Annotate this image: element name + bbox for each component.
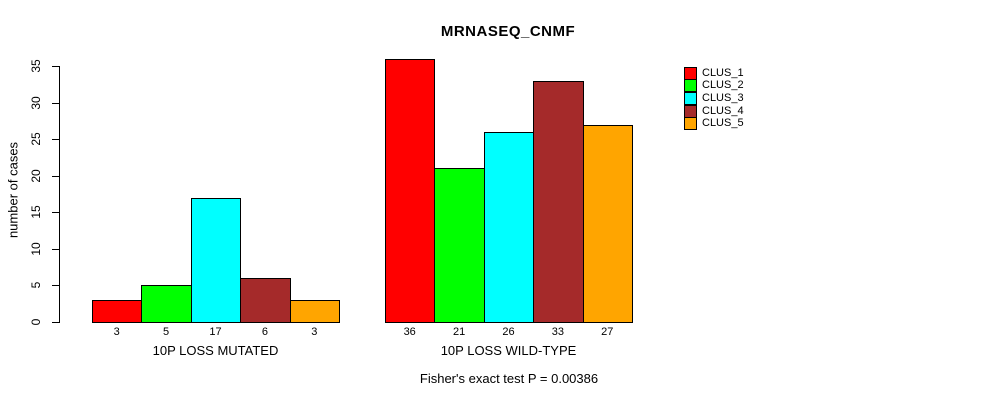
y-axis-tick-label: 25 — [29, 132, 43, 146]
fisher-test-caption: Fisher's exact test P = 0.00386 — [419, 371, 599, 386]
y-axis-tick — [52, 102, 59, 104]
y-axis-tick-label: 20 — [29, 169, 43, 183]
bar-value-label: 3 — [113, 326, 120, 338]
y-axis-tick — [52, 248, 59, 250]
legend-swatch-clus-5 — [684, 117, 697, 131]
y-axis-label: number of cases — [5, 141, 21, 239]
legend-item: CLUS_1 — [684, 66, 744, 80]
y-axis-tick-label: 5 — [29, 282, 43, 289]
y-axis-tick-label: 10 — [29, 242, 43, 256]
bar-value-label: 33 — [551, 326, 564, 338]
bar-10p-loss-mutated-clus-5 — [289, 300, 340, 323]
bar-10p-loss-wild-type-clus-2 — [434, 168, 485, 323]
y-axis-tick — [52, 66, 59, 67]
y-axis-tick — [52, 139, 59, 141]
legend-swatch-clus-2 — [684, 79, 697, 93]
y-axis-tick — [52, 175, 59, 177]
x-group-label-mutated: 10P LOSS MUTATED — [152, 343, 279, 358]
legend-item: CLUS_4 — [684, 104, 744, 118]
y-axis-tick-label: 35 — [29, 59, 43, 73]
bar-value-label: 26 — [502, 326, 515, 338]
y-axis-tick — [52, 322, 59, 323]
bar-value-label: 17 — [209, 326, 222, 338]
bar-10p-loss-mutated-clus-2 — [141, 285, 192, 323]
bar-10p-loss-wild-type-clus-5 — [582, 124, 633, 323]
legend-item: CLUS_2 — [684, 79, 744, 93]
y-axis-tick — [52, 212, 59, 214]
legend-item-label: CLUS_4 — [702, 104, 744, 117]
bar-10p-loss-wild-type-clus-4 — [533, 80, 584, 323]
y-axis-tick-label: 0 — [29, 318, 43, 326]
x-group-label-wild-type: 10P LOSS WILD-TYPE — [440, 343, 577, 358]
bar-value-label: 36 — [403, 326, 416, 338]
bar-10p-loss-wild-type-clus-1 — [385, 58, 436, 323]
bar-value-label: 27 — [601, 326, 614, 338]
bar-value-label: 6 — [261, 326, 268, 338]
bar-10p-loss-mutated-clus-4 — [240, 278, 291, 323]
bar-value-label: 21 — [452, 326, 466, 338]
legend-item-label: CLUS_5 — [702, 117, 744, 130]
legend: CLUS_1 CLUS_2 CLUS_3 CLUS_4 CLUS_5 — [684, 66, 744, 131]
bar-10p-loss-mutated-clus-3 — [190, 197, 242, 323]
legend-swatch-clus-1 — [684, 66, 697, 80]
y-axis-tick-label: 30 — [29, 95, 43, 110]
legend-item-label: CLUS_1 — [702, 66, 744, 79]
chart-title: MRNASEQ_CNMF — [440, 23, 576, 40]
legend-item-label: CLUS_2 — [702, 79, 744, 92]
bar-value-label: 3 — [311, 326, 318, 338]
legend-item: CLUS_5 — [684, 117, 744, 131]
y-axis-tick-label: 15 — [29, 205, 43, 219]
legend-swatch-clus-3 — [684, 91, 697, 105]
legend-swatch-clus-4 — [684, 104, 697, 118]
bar-10p-loss-wild-type-clus-3 — [483, 131, 535, 323]
legend-item-label: CLUS_3 — [702, 91, 744, 104]
y-axis-line — [59, 66, 60, 323]
bar-10p-loss-mutated-clus-1 — [92, 300, 143, 323]
bar-value-label: 5 — [163, 326, 170, 338]
legend-item: CLUS_3 — [684, 91, 744, 105]
y-axis-tick — [52, 285, 59, 287]
